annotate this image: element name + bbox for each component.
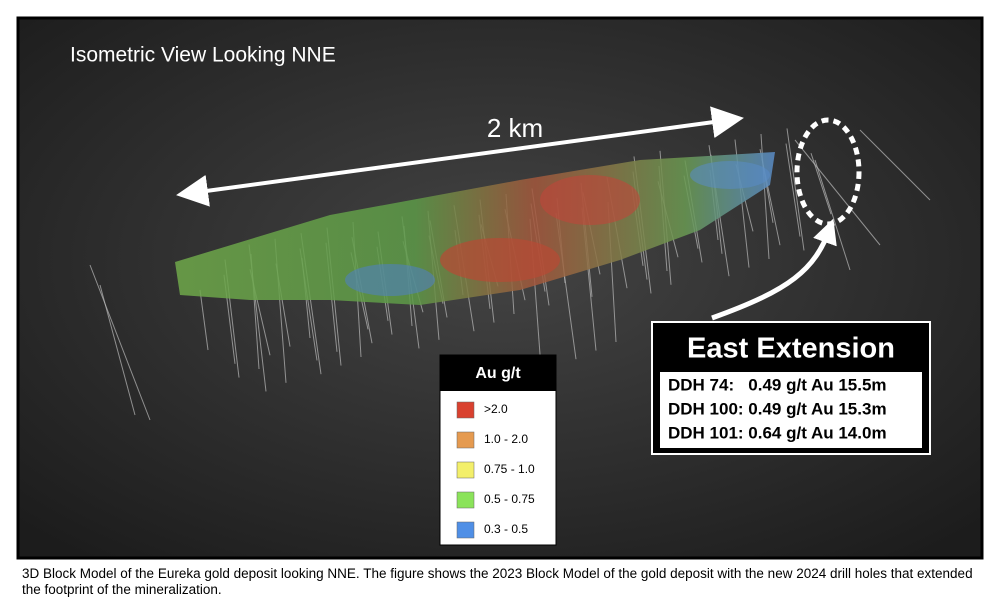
drill-hole — [814, 159, 851, 271]
callout-title: East Extension — [687, 333, 895, 365]
legend-swatch — [456, 491, 475, 509]
caption: 3D Block Model of the Eureka gold deposi… — [22, 566, 973, 597]
title: Isometric View Looking NNE — [70, 44, 336, 67]
drill-hole — [794, 139, 881, 246]
scale-label: 2 km — [487, 113, 543, 143]
high-grade-zone — [540, 175, 640, 225]
figure: Isometric View Looking NNE 2 km Au g/t >… — [16, 16, 984, 560]
drill-hole — [859, 129, 931, 201]
drill-hole — [89, 264, 151, 421]
legend-label: 0.5 - 0.75 — [484, 492, 535, 506]
legend-label: >2.0 — [484, 402, 508, 416]
drill-hole — [786, 128, 805, 251]
legend-header — [440, 355, 556, 391]
legend-swatch — [456, 461, 475, 479]
drill-hole — [199, 289, 209, 351]
callout-line: DDH 100: 0.49 g/t Au 15.3m — [668, 399, 887, 418]
legend-label: 0.3 - 0.5 — [484, 522, 528, 536]
callout-line: DDH 74: 0.49 g/t Au 15.5m — [668, 375, 887, 394]
low-grade-zone — [690, 161, 770, 189]
low-grade-zone — [345, 264, 435, 296]
callout-lines: DDH 74: 0.49 g/t Au 15.5m DDH 100: 0.49 g… — [668, 375, 887, 442]
legend-label: 1.0 - 2.0 — [484, 432, 528, 446]
high-grade-zone — [440, 238, 560, 282]
legend-title: Au g/t — [475, 365, 521, 382]
scale-arrow — [176, 106, 744, 207]
drill-hole — [785, 143, 801, 237]
legend-label: 0.75 - 1.0 — [484, 462, 535, 476]
drill-hole — [99, 284, 136, 416]
legend: Au g/t >2.0 1.0 - 2.0 0.75 - 1.0 0.5 - 0.75… — [439, 354, 557, 546]
legend-swatch — [456, 521, 475, 539]
pointer-arrow — [711, 218, 837, 321]
callout-details — [660, 372, 922, 448]
callout-line: DDH 101: 0.64 g/t Au 14.0m — [668, 423, 887, 442]
legend-swatch — [456, 431, 475, 449]
legend-swatch — [456, 401, 475, 419]
